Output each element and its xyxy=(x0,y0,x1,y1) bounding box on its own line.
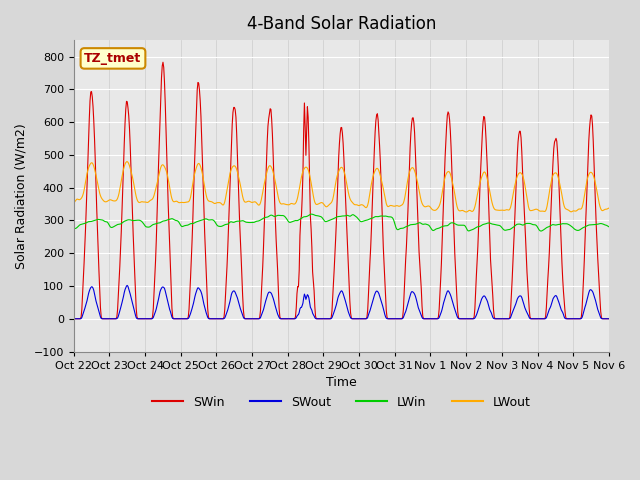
SWin xyxy=(605,316,612,322)
SWin xyxy=(70,316,77,322)
SWin xyxy=(159,60,167,65)
SWout xyxy=(79,310,87,316)
LWout xyxy=(605,205,612,211)
SWout xyxy=(422,316,430,322)
SWin xyxy=(134,316,142,322)
LWin xyxy=(422,221,430,227)
LWin xyxy=(189,221,196,227)
LWin xyxy=(605,224,612,229)
Text: TZ_tmet: TZ_tmet xyxy=(84,52,141,65)
LWin xyxy=(70,226,77,231)
LWout xyxy=(79,191,87,196)
SWout xyxy=(124,283,131,288)
SWout xyxy=(70,316,77,322)
LWout xyxy=(218,201,226,207)
LWout xyxy=(407,166,415,172)
SWout xyxy=(605,316,612,322)
LWin xyxy=(538,228,545,234)
SWout xyxy=(407,290,415,296)
X-axis label: Time: Time xyxy=(326,376,356,389)
SWin xyxy=(79,276,87,281)
LWout xyxy=(189,176,197,182)
LWout xyxy=(422,204,430,209)
SWout xyxy=(218,316,226,322)
LWin xyxy=(217,224,225,229)
SWin xyxy=(422,316,430,322)
Line: SWin: SWin xyxy=(74,62,609,319)
LWout xyxy=(462,209,470,215)
LWin xyxy=(407,222,415,228)
LWout xyxy=(135,200,143,205)
SWout xyxy=(189,300,197,306)
LWout xyxy=(70,200,77,205)
Line: LWout: LWout xyxy=(74,162,609,212)
Y-axis label: Solar Radiation (W/m2): Solar Radiation (W/m2) xyxy=(15,123,28,269)
LWin xyxy=(307,211,315,217)
LWout xyxy=(124,159,131,165)
Line: SWout: SWout xyxy=(74,286,609,319)
SWin xyxy=(407,131,415,136)
LWin xyxy=(79,221,87,227)
SWout xyxy=(135,316,143,322)
SWin xyxy=(189,194,197,200)
SWin xyxy=(218,316,226,322)
LWin xyxy=(134,217,142,223)
Title: 4-Band Solar Radiation: 4-Band Solar Radiation xyxy=(246,15,436,33)
Line: LWin: LWin xyxy=(74,214,609,231)
Legend: SWin, SWout, LWin, LWout: SWin, SWout, LWin, LWout xyxy=(147,391,536,414)
